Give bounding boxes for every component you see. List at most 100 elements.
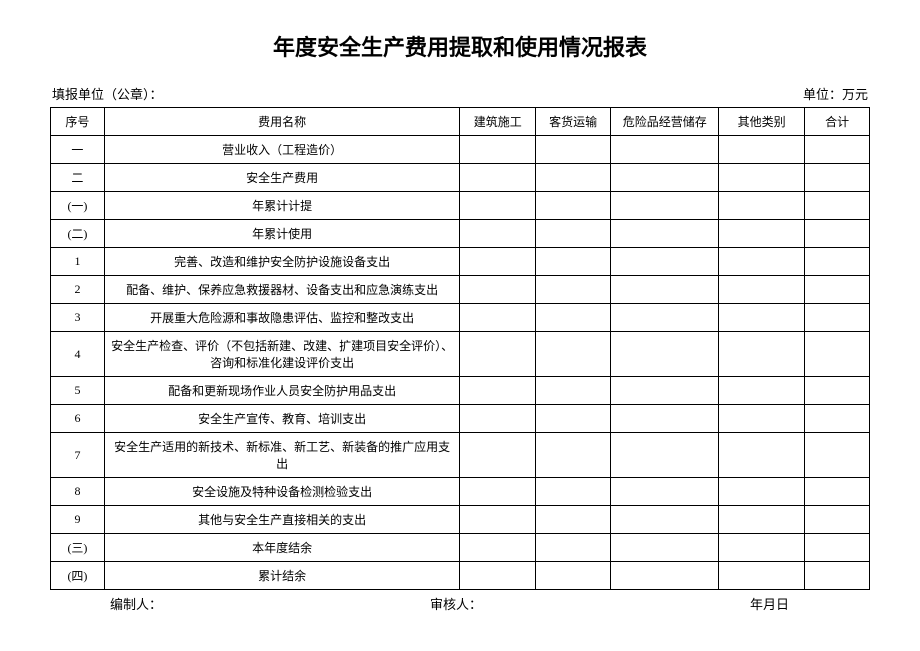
cell-name: 安全生产检查、评价（不包括新建、改建、扩建项目安全评价）、咨询和标准化建设评价支… [104,332,460,377]
table-row: 3开展重大危险源和事故隐患评估、监控和整改支出 [51,304,870,332]
header-col-d: 其他类别 [719,108,805,136]
cell-e [805,478,870,506]
cell-name: 其他与安全生产直接相关的支出 [104,506,460,534]
table-row: 9其他与安全生产直接相关的支出 [51,506,870,534]
cell-c [611,332,719,377]
header-col-b: 客货运输 [535,108,610,136]
cell-seq: 5 [51,377,105,405]
table-row: 4安全生产检查、评价（不包括新建、改建、扩建项目安全评价）、咨询和标准化建设评价… [51,332,870,377]
cell-a [460,377,535,405]
report-table: 序号 费用名称 建筑施工 客货运输 危险品经营储存 其他类别 合计 一营业收入（… [50,107,870,590]
cell-name: 营业收入（工程造价） [104,136,460,164]
cell-e [805,405,870,433]
header-col-e: 合计 [805,108,870,136]
cell-e [805,433,870,478]
header-seq: 序号 [51,108,105,136]
cell-e [805,332,870,377]
cell-e [805,220,870,248]
cell-name: 配备、维护、保养应急救援器材、设备支出和应急演练支出 [104,276,460,304]
cell-d [719,534,805,562]
cell-seq: 6 [51,405,105,433]
cell-name: 完善、改造和维护安全防护设施设备支出 [104,248,460,276]
cell-b [535,192,610,220]
cell-c [611,276,719,304]
cell-a [460,534,535,562]
cell-b [535,220,610,248]
cell-d [719,276,805,304]
cell-seq: (三) [51,534,105,562]
cell-c [611,136,719,164]
cell-e [805,248,870,276]
cell-a [460,332,535,377]
cell-a [460,506,535,534]
cell-seq: 4 [51,332,105,377]
cell-c [611,562,719,590]
cell-name: 年累计计提 [104,192,460,220]
cell-seq: 一 [51,136,105,164]
cell-d [719,433,805,478]
cell-d [719,377,805,405]
cell-name: 开展重大危险源和事故隐患评估、监控和整改支出 [104,304,460,332]
cell-name: 配备和更新现场作业人员安全防护用品支出 [104,377,460,405]
cell-d [719,136,805,164]
cell-a [460,164,535,192]
cell-c [611,534,719,562]
cell-a [460,248,535,276]
cell-b [535,433,610,478]
cell-seq: 7 [51,433,105,478]
table-row: 7安全生产适用的新技术、新标准、新工艺、新装备的推广应用支出 [51,433,870,478]
cell-c [611,433,719,478]
table-row: 一营业收入（工程造价） [51,136,870,164]
cell-e [805,276,870,304]
cell-e [805,506,870,534]
cell-d [719,478,805,506]
cell-name: 安全生产费用 [104,164,460,192]
document-title: 年度安全生产费用提取和使用情况报表 [50,30,870,62]
cell-b [535,136,610,164]
meta-row: 填报单位（公章）： 单位：万元 [50,84,870,103]
cell-e [805,136,870,164]
table-row: 二安全生产费用 [51,164,870,192]
cell-b [535,377,610,405]
cell-c [611,506,719,534]
footer-row: 编制人： 审核人： 年月日 [50,594,870,613]
cell-name: 累计结余 [104,562,460,590]
cell-e [805,534,870,562]
cell-a [460,478,535,506]
cell-d [719,405,805,433]
cell-a [460,562,535,590]
unit-label: 单位：万元 [803,84,868,103]
cell-c [611,405,719,433]
cell-d [719,332,805,377]
cell-c [611,478,719,506]
preparer-label: 编制人： [110,594,430,613]
table-row: 5配备和更新现场作业人员安全防护用品支出 [51,377,870,405]
reporting-unit-label: 填报单位（公章）： [52,84,163,103]
table-row: 1完善、改造和维护安全防护设施设备支出 [51,248,870,276]
cell-seq: (一) [51,192,105,220]
cell-c [611,192,719,220]
cell-name: 安全生产宣传、教育、培训支出 [104,405,460,433]
cell-b [535,478,610,506]
cell-c [611,248,719,276]
cell-seq: 9 [51,506,105,534]
cell-b [535,506,610,534]
cell-e [805,562,870,590]
cell-name: 安全设施及特种设备检测检验支出 [104,478,460,506]
cell-d [719,304,805,332]
header-col-a: 建筑施工 [460,108,535,136]
header-col-c: 危险品经营储存 [611,108,719,136]
cell-c [611,304,719,332]
cell-name: 本年度结余 [104,534,460,562]
cell-a [460,136,535,164]
cell-c [611,220,719,248]
cell-d [719,192,805,220]
cell-d [719,248,805,276]
table-row: (四)累计结余 [51,562,870,590]
cell-seq: 8 [51,478,105,506]
cell-b [535,304,610,332]
cell-b [535,405,610,433]
table-row: 8安全设施及特种设备检测检验支出 [51,478,870,506]
cell-b [535,332,610,377]
cell-seq: 3 [51,304,105,332]
